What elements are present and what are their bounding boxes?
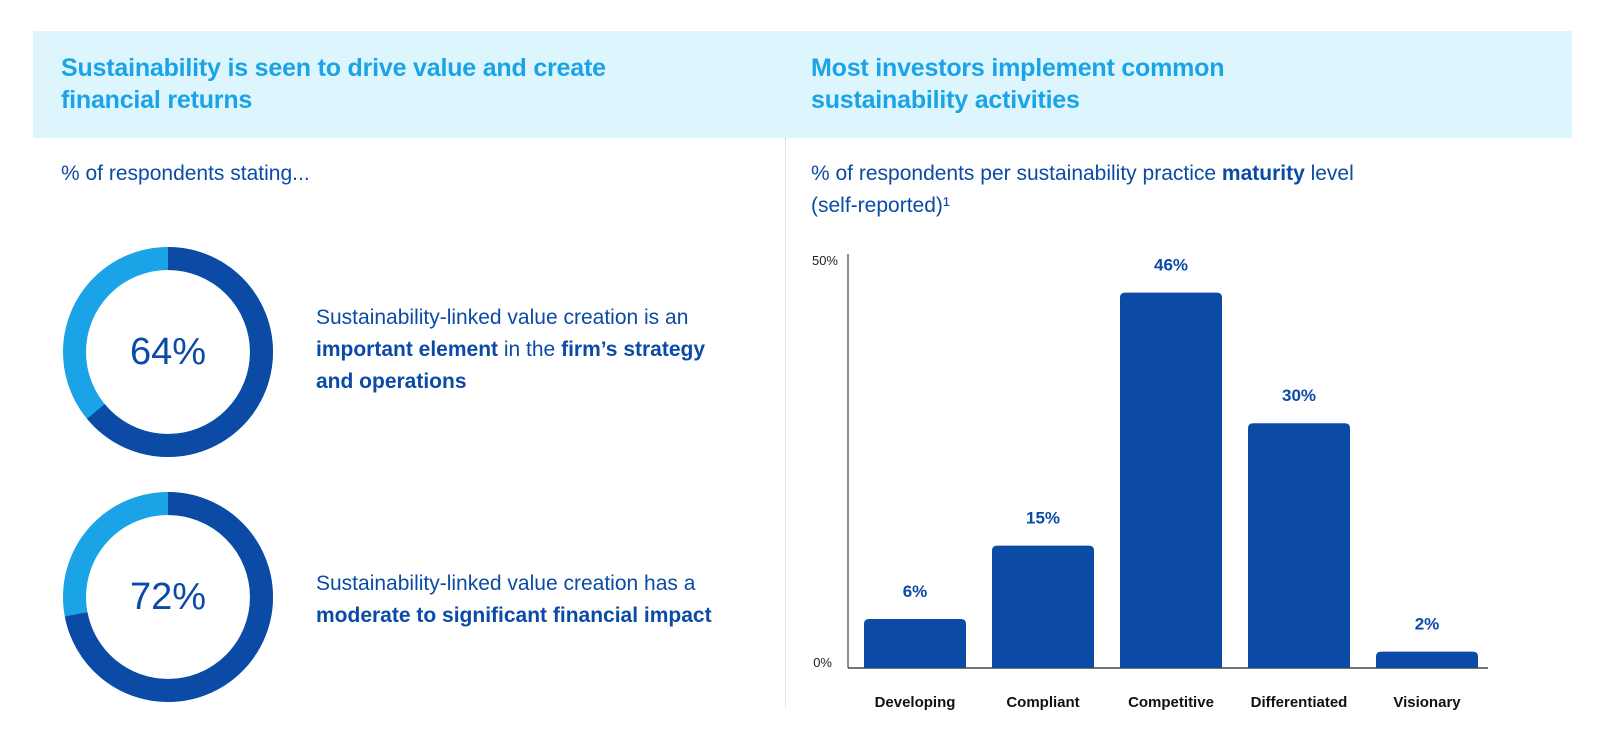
donut-1-value: 64% — [129, 331, 207, 373]
x-tick-label-differentiated: Differentiated — [1251, 694, 1348, 711]
right-title-line-1: Most investors implement common — [811, 54, 1225, 82]
stat-2-bold: moderate to significant financial impact — [316, 604, 712, 627]
bar-value-label-competitive: 46% — [1154, 256, 1188, 275]
bar-value-label-visionary: 2% — [1415, 615, 1440, 634]
right-subtitle-bold: maturity — [1221, 162, 1305, 185]
x-tick-label-competitive: Competitive — [1128, 694, 1214, 711]
donut-chart-2 — [63, 492, 273, 702]
maturity-bar-chart: 50% 0% 6% Developing 15% Compliant 46% Competit… — [812, 253, 1488, 711]
stat-1-line-1: Sustainability-linked value creation is … — [316, 306, 689, 329]
header-band — [33, 31, 1572, 138]
stat-2-text: Sustainability-linked value creation has… — [316, 568, 766, 632]
donut-1-arc — [63, 247, 273, 457]
stat-1-bold-a: important element — [316, 338, 499, 361]
donut-2-arc — [63, 492, 273, 702]
bar-visionary — [1376, 651, 1478, 668]
bar-compliant — [992, 545, 1094, 668]
x-tick-label-developing: Developing — [875, 694, 956, 711]
bar-differentiated — [1248, 423, 1350, 668]
right-title-line-2: sustainability activities — [811, 86, 1080, 114]
left-subtitle: % of respondents stating... — [61, 162, 310, 185]
bar-developing — [864, 619, 966, 668]
y-tick-label-max: 50% — [812, 253, 838, 268]
stat-1-text: Sustainability-linked value creation is … — [316, 302, 766, 398]
right-panel-title: Most investors implement common sustaina… — [811, 52, 1451, 116]
stat-2-line-1: Sustainability-linked value creation has… — [316, 572, 696, 595]
right-subtitle-part-b: level — [1304, 162, 1354, 185]
bar-value-label-compliant: 15% — [1026, 509, 1060, 528]
left-title-line-1: Sustainability is seen to drive value an… — [61, 54, 606, 82]
donut-chart-1 — [63, 247, 273, 457]
bar-value-label-differentiated: 30% — [1282, 386, 1316, 405]
stat-1-mid: in the — [498, 338, 562, 361]
right-subtitle: % of respondents per sustainability prac… — [811, 158, 1451, 222]
right-subtitle-line-2: (self-reported)¹ — [811, 194, 950, 217]
left-title-line-2: financial returns — [61, 86, 253, 114]
bar-value-label-developing: 6% — [903, 582, 928, 601]
stat-1-bold-c: and operations — [316, 370, 467, 393]
y-tick-label-min: 0% — [813, 655, 832, 670]
left-panel-title: Sustainability is seen to drive value an… — [61, 52, 701, 116]
bar-competitive — [1120, 292, 1222, 668]
right-subtitle-part-a: % of respondents per sustainability prac… — [811, 162, 1222, 185]
panel-divider — [785, 138, 786, 708]
x-tick-label-visionary: Visionary — [1393, 694, 1461, 711]
x-tick-label-compliant: Compliant — [1006, 694, 1079, 711]
donut-2-value: 72% — [129, 576, 207, 618]
stat-1-bold-b: firm’s strategy — [561, 338, 706, 361]
